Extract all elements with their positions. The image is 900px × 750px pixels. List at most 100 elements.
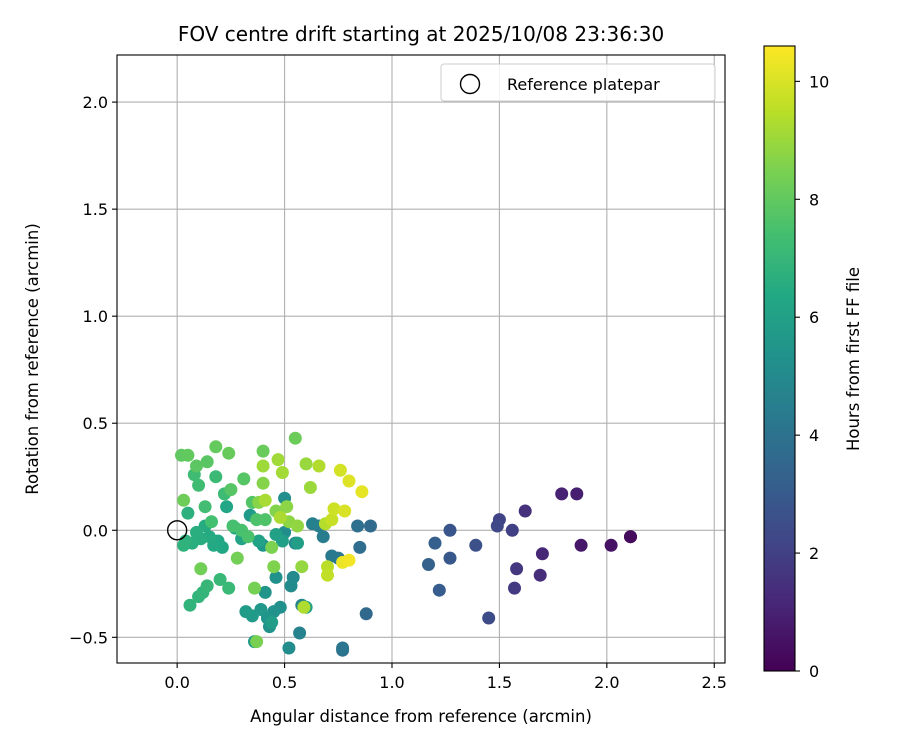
y-tick-label: 1.5 xyxy=(83,200,108,219)
data-point xyxy=(190,459,203,473)
data-point xyxy=(299,457,313,471)
data-point xyxy=(213,573,227,586)
data-point xyxy=(267,560,281,574)
data-point xyxy=(333,463,347,477)
y-tick-label: 0.0 xyxy=(83,521,108,540)
data-point xyxy=(241,530,255,544)
data-point xyxy=(555,487,569,501)
data-point xyxy=(288,431,302,445)
data-point xyxy=(574,538,588,552)
data-point xyxy=(443,523,457,537)
data-point xyxy=(181,448,195,462)
data-point xyxy=(258,493,272,507)
data-point xyxy=(432,583,446,597)
colorbar-tick-label: 10 xyxy=(809,72,829,91)
data-point xyxy=(273,510,287,524)
data-point xyxy=(338,504,352,518)
data-point xyxy=(224,483,238,497)
data-point xyxy=(258,513,272,527)
data-point xyxy=(316,530,330,544)
data-point xyxy=(428,536,442,550)
data-point xyxy=(293,626,307,640)
colorbar-tick-label: 4 xyxy=(809,426,819,445)
data-point xyxy=(353,540,367,554)
colorbar-tick-label: 2 xyxy=(809,544,819,563)
x-tick-label: 2.0 xyxy=(594,673,619,692)
data-point xyxy=(200,455,214,469)
colorbar-tick-label: 8 xyxy=(809,190,819,209)
y-tick-label: 0.5 xyxy=(83,414,108,433)
data-point xyxy=(271,453,285,467)
colorbar-tick-label: 6 xyxy=(809,308,819,327)
data-point xyxy=(518,504,532,518)
data-point xyxy=(269,528,283,541)
data-point xyxy=(205,515,218,529)
data-point xyxy=(183,598,197,612)
x-tick-label: 1.0 xyxy=(379,673,404,692)
data-point xyxy=(200,579,214,593)
grid xyxy=(117,55,725,663)
colorbar-tick-label: 0 xyxy=(809,662,819,681)
data-point xyxy=(570,487,584,501)
data-point xyxy=(190,525,203,539)
x-axis-ticks: 0.0 0.5 1.0 1.5 2.0 2.5 xyxy=(164,663,727,692)
data-point xyxy=(256,459,270,473)
data-point xyxy=(325,513,339,527)
data-point xyxy=(490,519,504,533)
data-point xyxy=(482,611,496,625)
data-point xyxy=(351,519,365,533)
data-point xyxy=(181,506,195,520)
data-point xyxy=(256,444,270,458)
data-point xyxy=(295,560,309,574)
data-points xyxy=(175,431,637,657)
data-point xyxy=(280,500,294,514)
y-axis-label: Rotation from reference (arcmin) xyxy=(23,223,42,495)
data-point xyxy=(256,476,270,490)
data-point xyxy=(325,549,339,563)
data-point xyxy=(220,500,234,514)
x-axis-label: Angular distance from reference (arcmin) xyxy=(250,707,592,726)
legend-box xyxy=(440,63,716,102)
data-point xyxy=(535,547,549,561)
colorbar-frame xyxy=(763,45,796,672)
colorbar-label: Hours from first FF file xyxy=(844,267,863,451)
data-point xyxy=(258,585,272,599)
colorbar-gradient xyxy=(764,46,795,671)
y-axis-ticks: −0.5 0.0 0.5 1.0 1.5 2.0 xyxy=(69,93,117,647)
data-point xyxy=(192,478,206,492)
data-point xyxy=(198,500,212,514)
data-point xyxy=(327,502,341,516)
data-point xyxy=(250,635,264,649)
y-tick-label: 1.0 xyxy=(83,307,108,326)
legend: Reference platepar xyxy=(440,63,716,102)
data-point xyxy=(355,485,369,499)
data-point xyxy=(342,553,356,567)
data-point xyxy=(265,615,279,629)
chart-title: FOV centre drift starting at 2025/10/08 … xyxy=(178,22,664,46)
data-point xyxy=(248,581,261,595)
y-tick-label: 2.0 xyxy=(83,93,108,112)
x-tick-label: 2.5 xyxy=(702,673,727,692)
data-point xyxy=(252,534,266,548)
data-point xyxy=(297,600,311,614)
data-point xyxy=(230,551,244,565)
x-tick-label: 1.5 xyxy=(487,673,512,692)
plot-frame xyxy=(116,54,726,664)
data-point xyxy=(303,481,317,494)
colorbar-ticks: 0 2 4 6 8 10 xyxy=(795,72,829,681)
data-point xyxy=(282,641,296,655)
data-point xyxy=(306,517,319,531)
data-point xyxy=(237,472,251,486)
data-point xyxy=(469,538,483,552)
data-point xyxy=(291,536,304,550)
data-point xyxy=(312,459,326,473)
data-point xyxy=(209,470,223,484)
data-point xyxy=(533,568,547,582)
y-tick-label: −0.5 xyxy=(69,628,108,647)
data-point xyxy=(364,519,377,533)
data-point xyxy=(508,581,521,595)
legend-marker-icon xyxy=(459,73,481,95)
legend-entry-reference-platepar: Reference platepar xyxy=(507,75,660,94)
